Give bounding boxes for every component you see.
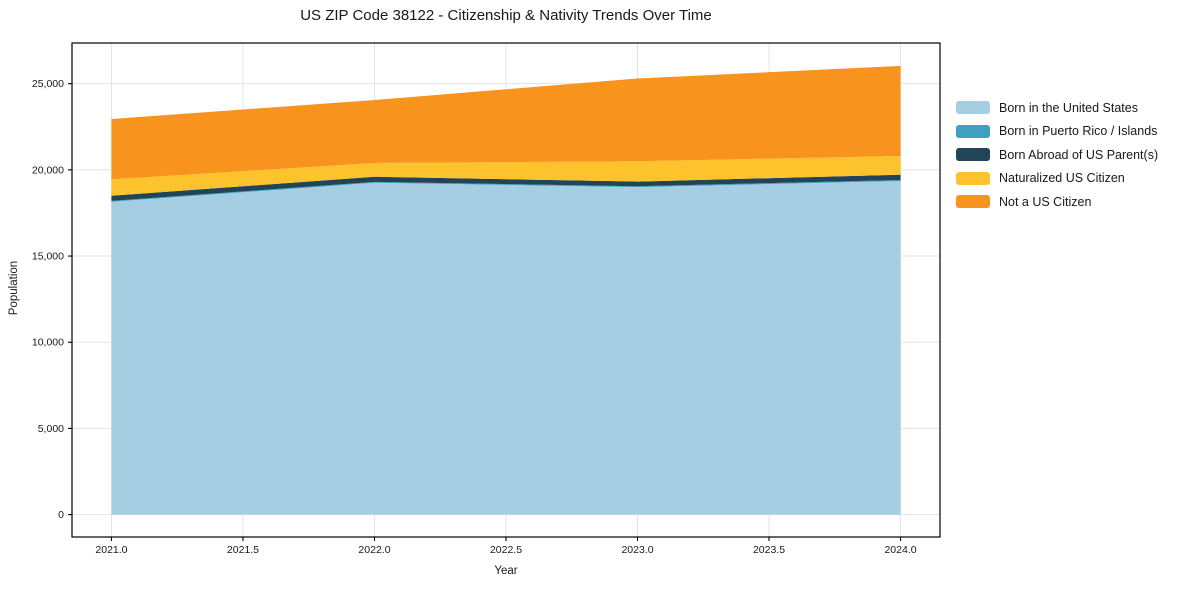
y-axis-label: Population (8, 260, 20, 316)
area-born-abroad-of-us-parent-s- (111, 174, 901, 201)
x-tick-label: 2023.5 (753, 544, 785, 556)
legend-label: Born Abroad of US Parent(s) (999, 147, 1159, 162)
legend-label: Born in the United States (999, 100, 1138, 115)
legend-swatch-icon (956, 148, 990, 162)
legend-swatch-icon (956, 124, 990, 138)
area-born-in-puerto-rico-islands (111, 180, 901, 202)
legend-label: Born in Puerto Rico / Islands (999, 124, 1158, 139)
x-tick-label: 2023.0 (621, 544, 653, 556)
legend-swatch-icon (956, 195, 990, 209)
y-tick-label: 0 (58, 509, 64, 521)
legend-item: Born in Puerto Rico / Islands (956, 124, 1158, 139)
area-naturalized-us-citizen (111, 156, 901, 196)
x-tick-label: 2022.5 (490, 544, 522, 556)
x-tick-label: 2021.0 (95, 544, 127, 556)
y-tick-label: 25,000 (32, 78, 64, 90)
legend-swatch-icon (956, 101, 990, 115)
chart-title: US ZIP Code 38122 - Citizenship & Nativi… (300, 7, 712, 24)
x-tick-label: 2022.0 (358, 544, 390, 556)
area-not-a-us-citizen (111, 65, 901, 180)
x-tick-label: 2021.5 (227, 544, 259, 556)
legend-item: Born Abroad of US Parent(s) (956, 148, 1158, 162)
y-tick-label: 10,000 (32, 337, 64, 349)
y-tick-label: 20,000 (32, 164, 64, 176)
legend-label: Naturalized US Citizen (999, 171, 1125, 186)
x-axis-label: Year (494, 565, 518, 577)
legend-swatch-icon (956, 171, 990, 185)
legend-item: Not a US Citizen (956, 195, 1158, 209)
x-tick-label: 2024.0 (884, 544, 916, 556)
legend-item: Naturalized US Citizen (956, 171, 1158, 186)
y-tick-label: 15,000 (32, 251, 64, 263)
y-tick-label: 5,000 (38, 423, 64, 435)
legend: Born in the United States Born in Puerto … (956, 101, 1158, 209)
area-born-in-the-united-states (111, 181, 901, 515)
legend-item: Born in the United States (956, 101, 1158, 115)
legend-label: Not a US Citizen (999, 194, 1092, 209)
